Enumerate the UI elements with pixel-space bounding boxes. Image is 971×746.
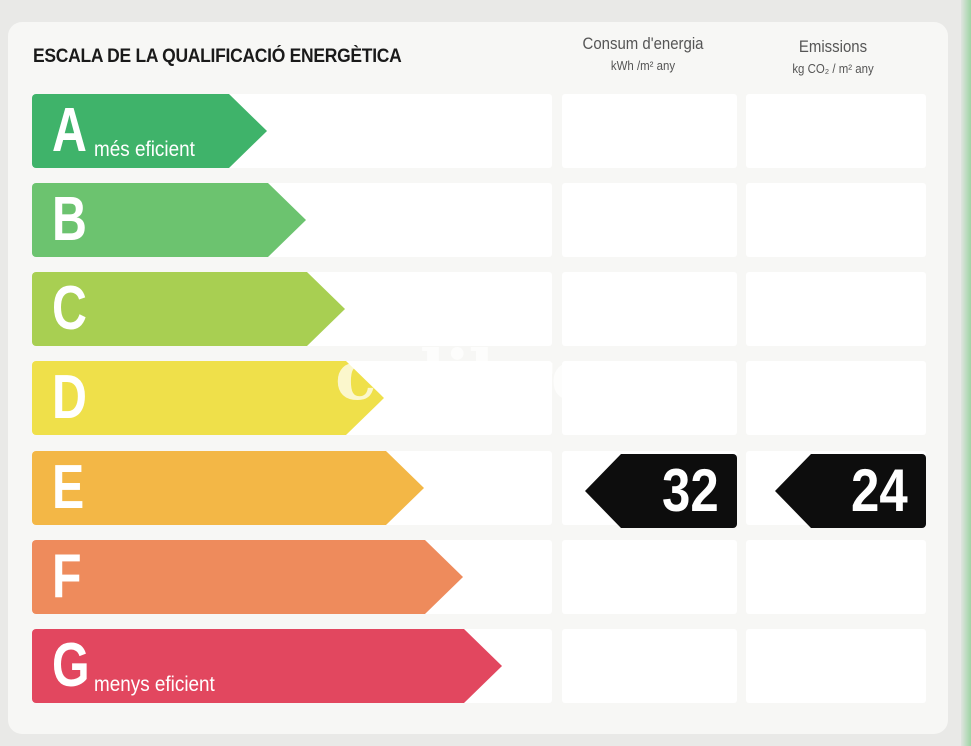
table-cell	[562, 183, 737, 257]
page-edge	[961, 0, 971, 746]
table-cell	[746, 361, 926, 435]
emissions-column-unit: kg CO₂ / m² any	[792, 61, 874, 76]
band-letter: F	[52, 542, 82, 611]
band-letter: A	[52, 96, 87, 165]
table-cell	[746, 629, 926, 703]
emissions-rating-indicator: 24	[775, 454, 926, 528]
band-letter: G	[52, 631, 90, 700]
energy-column-header: Consum d'energia kWh /m² any	[560, 34, 726, 73]
energy-rating-value: 32	[662, 457, 719, 524]
table-cell	[746, 540, 926, 614]
band-b: B	[32, 183, 306, 257]
band-letter: B	[52, 185, 87, 254]
table-cell	[746, 183, 926, 257]
energy-column-unit: kWh /m² any	[610, 58, 676, 73]
band-e: E	[32, 451, 424, 525]
band-caption: més eficient	[94, 138, 195, 161]
band-f: F	[32, 540, 463, 614]
emissions-column-title: Emissions	[798, 37, 868, 56]
table-cell	[562, 361, 737, 435]
band-letter: D	[52, 363, 87, 432]
page-title: ESCALA DE LA QUALIFICACIÓ ENERGÈTICA	[33, 46, 402, 67]
band-g: G menys eficient	[32, 629, 502, 703]
table-cell	[562, 94, 737, 168]
band-d: D	[32, 361, 384, 435]
band-caption: menys eficient	[94, 673, 215, 696]
table-cell	[746, 272, 926, 346]
energy-rating-indicator: 32	[585, 454, 737, 528]
band-a: A més eficient	[32, 94, 267, 168]
table-cell	[562, 629, 737, 703]
energy-column-title: Consum d'energia	[582, 34, 704, 53]
table-cell	[746, 94, 926, 168]
band-letter: C	[52, 274, 87, 343]
band-c: C	[32, 272, 345, 346]
band-letter: E	[52, 453, 85, 522]
table-cell	[562, 540, 737, 614]
emissions-rating-value: 24	[851, 457, 908, 524]
table-cell	[562, 272, 737, 346]
emissions-column-header: Emissions kg CO₂ / m² any	[750, 37, 916, 76]
